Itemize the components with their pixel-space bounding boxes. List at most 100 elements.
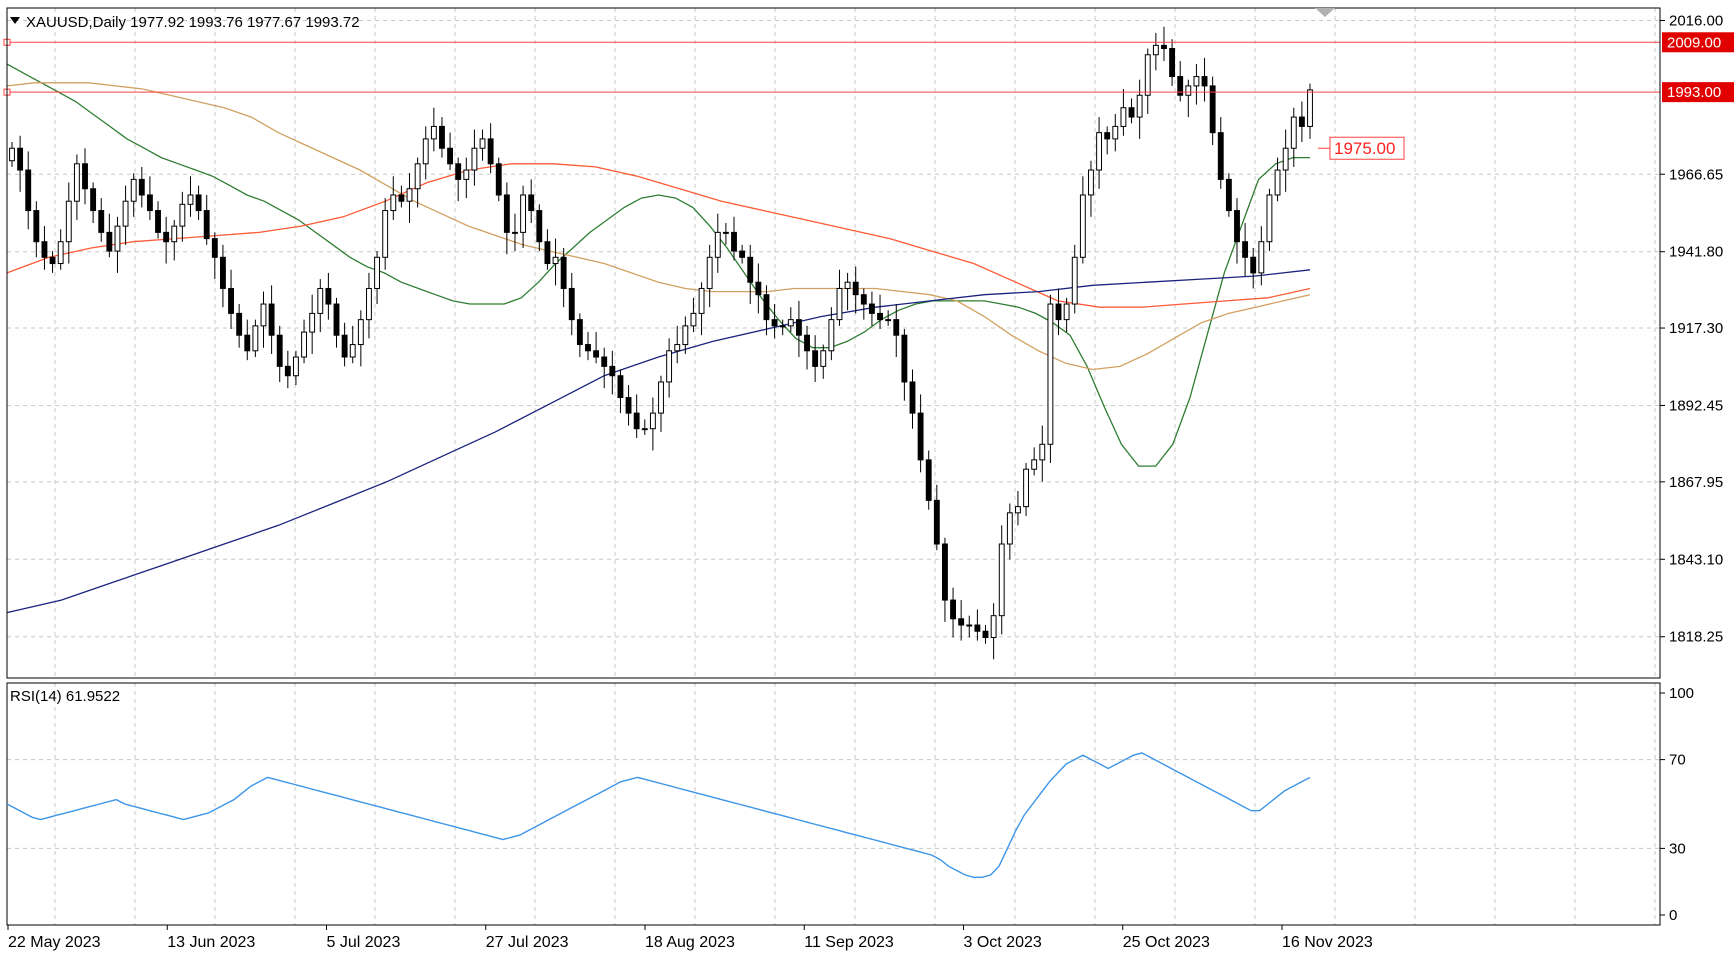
candle-body (901, 334, 908, 383)
candle (1039, 425, 1046, 482)
candle (755, 263, 762, 314)
candle-body (341, 334, 348, 358)
level-price-label: 2009.00 (1667, 34, 1721, 51)
candle-body (1015, 506, 1021, 514)
candle-body (585, 344, 591, 352)
candle (293, 350, 299, 386)
candle (73, 154, 80, 220)
y-tick-label: 1966.65 (1669, 166, 1723, 183)
candle-body (990, 615, 997, 638)
candle-body (236, 312, 243, 336)
candle-body (455, 163, 462, 180)
candle-body (25, 169, 32, 212)
candle (674, 325, 681, 364)
candle (787, 307, 794, 333)
candle-body (171, 225, 178, 243)
candle (130, 173, 137, 217)
candle-body (1088, 169, 1094, 196)
x-tick-label: 13 Jun 2023 (167, 934, 255, 951)
candle (49, 251, 56, 273)
rsi-tick-label: 0 (1669, 907, 1677, 924)
candle (349, 325, 356, 364)
y-tick-label: 1843.10 (1669, 551, 1723, 568)
candle-body (90, 188, 97, 212)
candle (706, 244, 713, 308)
candle (933, 484, 940, 551)
candle-body (787, 319, 794, 327)
candle-body (560, 256, 567, 289)
shift-marker-icon[interactable] (1315, 8, 1335, 17)
candle (528, 179, 535, 224)
rsi-label: RSI(14) 61.9522 (10, 688, 120, 705)
candle-body (852, 281, 859, 296)
candle-body (187, 194, 194, 205)
candle-body (812, 350, 819, 367)
candle (122, 185, 129, 245)
candle-body (1063, 303, 1070, 321)
candle (877, 294, 883, 329)
candle-body (382, 210, 389, 258)
candle-body (755, 281, 762, 296)
candle (909, 369, 916, 429)
candle (439, 117, 445, 158)
candle (179, 191, 186, 242)
candle-body (82, 163, 88, 190)
candle-body (1112, 125, 1119, 140)
ma-tan-line (6, 82, 1311, 371)
candle (593, 332, 600, 364)
candle-body (357, 319, 364, 346)
candle (471, 129, 478, 186)
candle-body (1201, 76, 1208, 87)
candle-body (1144, 54, 1151, 96)
candle (268, 285, 275, 354)
y-tick-label: 1941.80 (1669, 244, 1723, 261)
candle (950, 587, 956, 638)
candle (609, 350, 616, 395)
candle-body (146, 194, 153, 212)
candle (430, 107, 437, 152)
candle (576, 313, 583, 358)
candle-body (179, 203, 186, 227)
candle (1201, 57, 1208, 102)
candle-body (49, 256, 56, 265)
candle-body (633, 412, 640, 430)
candle (1169, 39, 1176, 86)
candle (1266, 188, 1273, 252)
candle (1217, 117, 1224, 189)
candle (641, 419, 648, 435)
candle-body (641, 428, 648, 431)
ma-red-line (6, 163, 1311, 308)
candle (171, 219, 178, 261)
candle-body (552, 256, 559, 265)
candle (1128, 98, 1135, 124)
candle (203, 194, 210, 245)
rsi-tick-label: 70 (1669, 752, 1686, 769)
candle-body (1258, 241, 1265, 274)
grid (7, 8, 1660, 925)
candle (1225, 173, 1232, 217)
candle (455, 157, 462, 202)
candle (25, 151, 32, 230)
candle-body (163, 231, 170, 243)
y-tick-label: 1917.30 (1669, 320, 1723, 337)
candle (276, 325, 283, 382)
candle-body (609, 365, 616, 377)
candle (114, 216, 121, 273)
candle-body (739, 250, 746, 258)
candle (990, 603, 997, 660)
candle (1136, 79, 1143, 139)
candle-body (1023, 468, 1029, 508)
candle (804, 325, 810, 370)
dropdown-triangle-icon[interactable] (10, 17, 20, 24)
candle-body (885, 319, 892, 322)
candle-body (366, 287, 372, 321)
candle-body (1047, 303, 1054, 445)
candle (698, 282, 705, 336)
candle-body (568, 287, 575, 321)
candle (658, 375, 664, 432)
level-price-box (1662, 32, 1734, 53)
candle (1234, 198, 1240, 264)
candle (98, 198, 105, 242)
